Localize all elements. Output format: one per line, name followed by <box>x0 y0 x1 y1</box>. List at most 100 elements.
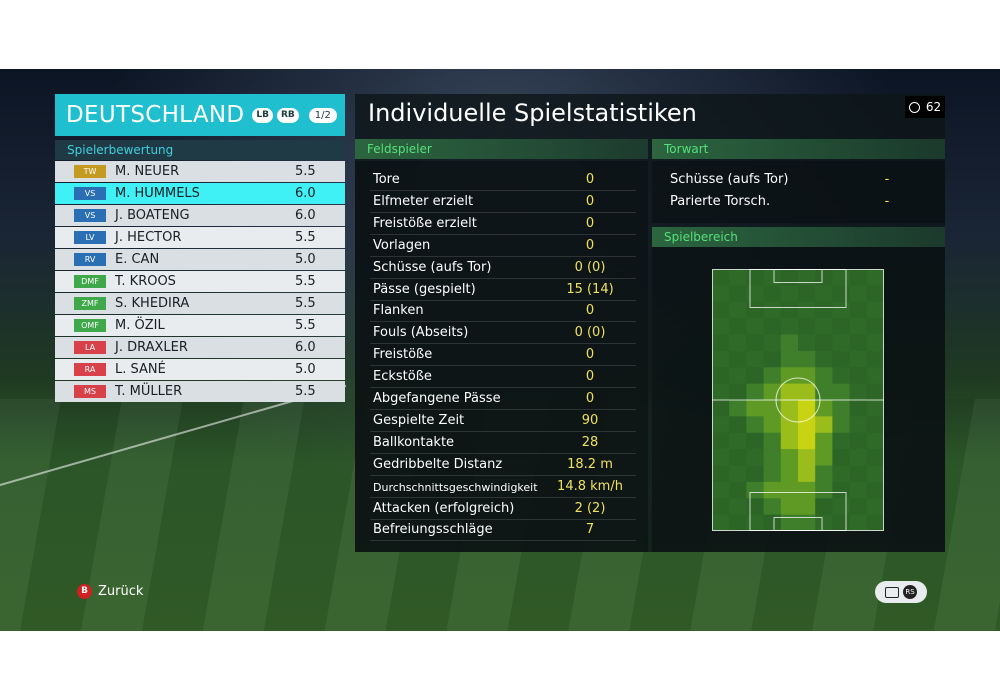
stat-label: Tore <box>373 172 400 187</box>
stat-row: Vorlagen 0 <box>370 235 636 257</box>
stat-label: Schüsse (aufs Tor) <box>670 172 789 187</box>
heatmap-cell <box>866 465 884 483</box>
heatmap-cell <box>832 350 851 368</box>
heatmap-cell <box>815 383 833 401</box>
stat-label: Pässe (gespielt) <box>373 281 476 297</box>
heatmap-cell <box>729 367 747 385</box>
heatmap-cell <box>746 514 765 531</box>
goal-area-bottom <box>773 517 823 531</box>
stat-value: - <box>884 194 890 209</box>
player-row[interactable]: RA L. SANÉ 5.0 <box>55 359 345 380</box>
player-row[interactable]: ZMF S. KHEDIRA 5.5 <box>55 293 345 314</box>
heatmap-cell <box>746 301 765 319</box>
heatmap-cell <box>763 465 782 483</box>
position-badge: LA <box>74 341 106 354</box>
heatmap-cell <box>712 318 730 335</box>
player-row[interactable]: OMF M. ÖZIL 5.5 <box>55 315 345 336</box>
player-row[interactable]: LA J. DRAXLER 6.0 <box>55 337 345 358</box>
heatmap-cell <box>729 481 747 499</box>
heatmap-cell <box>798 350 816 368</box>
heatmap-cell <box>780 465 799 483</box>
player-name: M. NEUER <box>115 164 180 179</box>
player-row[interactable]: VS M. HUMMELS 6.0 <box>55 183 345 204</box>
heatmap-cell <box>866 383 884 401</box>
lb-button-icon[interactable]: LB <box>252 107 273 123</box>
heatmap-cell <box>832 400 851 417</box>
heatmap-cell <box>712 498 730 516</box>
heatmap-cell <box>815 318 833 335</box>
heatmap-cell <box>832 269 851 286</box>
heatmap-cell <box>712 367 730 385</box>
player-name: T. MÜLLER <box>115 384 183 399</box>
rs-button[interactable]: RS <box>875 581 927 603</box>
stat-row: Gespielte Zeit 90 <box>370 410 636 432</box>
heatmap-cell <box>780 285 799 303</box>
heatmap-cell <box>712 449 730 466</box>
heatmap-cell <box>712 465 730 483</box>
position-badge: MS <box>74 385 106 398</box>
heatmap-cell <box>849 449 868 466</box>
heatmap-cell <box>746 400 765 417</box>
heatmap-cell <box>780 301 799 319</box>
stat-value: 0 <box>585 391 595 406</box>
player-row[interactable]: RV E. CAN 5.0 <box>55 249 345 270</box>
position-badge: OMF <box>74 319 106 332</box>
stat-row: Gedribbelte Distanz 18.2 m <box>370 454 636 476</box>
heatmap-cell <box>832 318 851 335</box>
stat-value: 2 (2) <box>574 500 606 516</box>
heatmap-cell <box>815 432 833 450</box>
heatmap-cell <box>763 367 782 385</box>
player-row[interactable]: TW M. NEUER 5.5 <box>55 161 345 182</box>
heatmap-cell <box>866 318 884 335</box>
heatmap-cell <box>832 301 851 319</box>
heatmap-cell <box>866 269 884 286</box>
heatmap-cell <box>729 465 747 483</box>
heatmap-cell <box>866 400 884 417</box>
stat-row: Schüsse (aufs Tor) 0 (0) <box>370 257 636 279</box>
heatmap-cell <box>763 400 782 417</box>
stat-label: Schüsse (aufs Tor) <box>373 259 492 275</box>
heatmap-cell <box>763 449 782 466</box>
heatmap-cell <box>798 498 816 516</box>
heatmap-cell <box>712 383 730 401</box>
heatmap-cell <box>780 416 799 434</box>
heatmap-cell <box>849 269 868 286</box>
stat-label: Gedribbelte Distanz <box>373 456 503 472</box>
stat-value: 0 <box>585 172 595 187</box>
heatmap-cell <box>763 285 782 303</box>
heatmap-cell <box>849 514 868 531</box>
back-button[interactable]: B Zurück <box>77 584 143 599</box>
heatmap-cell <box>712 301 730 319</box>
heatmap-cell <box>815 498 833 516</box>
heatmap-cell <box>746 383 765 401</box>
player-rating: 5.5 <box>295 384 316 399</box>
heatmap-cell <box>780 367 799 385</box>
stat-value: 0 (0) <box>574 259 606 275</box>
page-title: Individuelle Spielstatistiken <box>368 99 697 127</box>
player-row[interactable]: MS T. MÜLLER 5.5 <box>55 381 345 402</box>
player-row[interactable]: DMF T. KROOS 5.5 <box>55 271 345 292</box>
heatmap-cell <box>763 432 782 450</box>
heatmap-cell <box>729 449 747 466</box>
stat-value: 0 <box>585 303 595 319</box>
heatmap-cell <box>815 481 833 499</box>
stat-row: Pässe (gespielt) 15 (14) <box>370 279 636 301</box>
heatmap-cell <box>729 514 747 531</box>
heatmap-cell <box>712 481 730 499</box>
rb-button-icon[interactable]: RB <box>276 107 299 123</box>
player-row[interactable]: LV J. HECTOR 5.5 <box>55 227 345 248</box>
player-row[interactable]: VS J. BOATENG 6.0 <box>55 205 345 226</box>
player-name: J. DRAXLER <box>115 340 188 355</box>
stat-value: 14.8 km/h <box>557 478 623 494</box>
heatmap-cell <box>729 383 747 401</box>
player-rating: 5.5 <box>295 274 316 289</box>
heatmap-cell <box>729 301 747 319</box>
heatmap-cell <box>798 285 816 303</box>
b-button-icon: B <box>77 584 92 599</box>
heatmap-cell <box>849 498 868 516</box>
heatmap-cell <box>798 416 816 434</box>
player-rating: 5.5 <box>295 230 316 245</box>
heatmap-cell <box>866 334 884 352</box>
position-badge: LV <box>74 231 106 244</box>
heatmap-cell <box>763 350 782 368</box>
